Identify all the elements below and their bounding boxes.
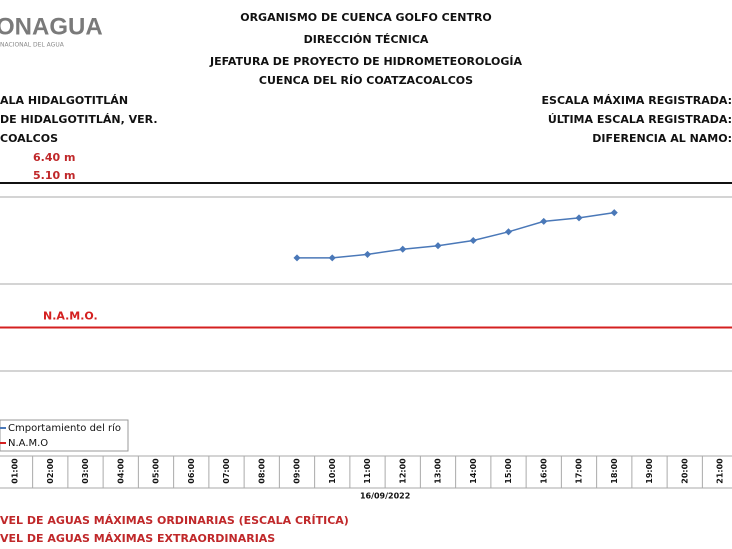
title: CUENCA DEL RÍO COATZACOALCOS <box>259 74 473 87</box>
level-value: 6.40 m <box>33 151 75 164</box>
point <box>540 217 548 225</box>
level-value: 5.10 m <box>33 169 75 182</box>
x-tick-label: 19:00 <box>645 458 654 484</box>
legend <box>0 419 129 452</box>
x-axis-label: 16/09/2022 <box>360 492 410 501</box>
x-tick-label: 02:00 <box>46 458 55 484</box>
x-tick-label: 07:00 <box>222 458 231 484</box>
point <box>328 254 336 262</box>
point <box>504 228 513 236</box>
legend-label: N.A.M.O <box>8 438 48 449</box>
x-tick-label: 21:00 <box>716 458 725 484</box>
point <box>399 245 407 253</box>
x-tick-label: 20:00 <box>680 458 689 484</box>
logo: ONAGUA <box>0 13 103 40</box>
x-tick-label: 13:00 <box>434 458 443 484</box>
x-tick-label: 06:00 <box>187 458 196 484</box>
point <box>434 242 442 250</box>
logo-subtitle: NACIONAL DEL AGUA <box>0 42 65 49</box>
x-tick-label: 05:00 <box>152 458 161 484</box>
stat-label: DIFERENCIA AL NAMO: <box>592 132 732 145</box>
station: ALA HIDALGOTITLÁN <box>0 94 128 107</box>
x-tick-label: 11:00 <box>363 458 372 484</box>
x-tick-label: 15:00 <box>504 458 513 484</box>
point <box>575 214 583 222</box>
title: DIRECCIÓN TÉCNICA <box>304 33 429 46</box>
footer-line: VEL DE AGUAS MÁXIMAS ORDINARIAS (ESCALA … <box>0 514 349 527</box>
x-tick-label: 08:00 <box>257 458 266 484</box>
station: DE HIDALGOTITLÁN, VER. <box>0 113 158 126</box>
x-tick-label: 01:00 <box>11 458 20 484</box>
series-line <box>297 211 615 259</box>
footer-line: VEL DE AGUAS MÁXIMAS EXTRAORDINARIAS <box>0 532 275 545</box>
x-tick-label: 03:00 <box>81 458 90 484</box>
x-tick-label: 17:00 <box>575 458 584 484</box>
station: COALCOS <box>0 132 58 145</box>
x-tick-label: 18:00 <box>610 458 619 484</box>
x-tick-label: 10:00 <box>328 458 337 484</box>
point <box>293 254 301 262</box>
stat-label: ÚLTIMA ESCALA REGISTRADA: <box>548 113 732 126</box>
reference-label: N.A.M.O. <box>43 310 98 323</box>
title: ORGANISMO DE CUENCA GOLFO CENTRO <box>240 11 492 24</box>
x-tick-label: 16:00 <box>539 458 548 484</box>
point <box>363 250 372 258</box>
stat-label: ESCALA MÁXIMA REGISTRADA: <box>542 94 732 107</box>
legend-label: Cmportamiento del río <box>8 422 121 434</box>
title: JEFATURA DE PROYECTO DE HIDROMETEOROLOGÍ… <box>209 55 522 68</box>
x-tick-label: 09:00 <box>293 458 302 484</box>
point <box>610 209 618 217</box>
point <box>469 236 477 245</box>
x-tick-label: 12:00 <box>398 458 407 484</box>
x-tick-label: 04:00 <box>116 458 125 484</box>
x-tick-label: 14:00 <box>469 458 478 484</box>
